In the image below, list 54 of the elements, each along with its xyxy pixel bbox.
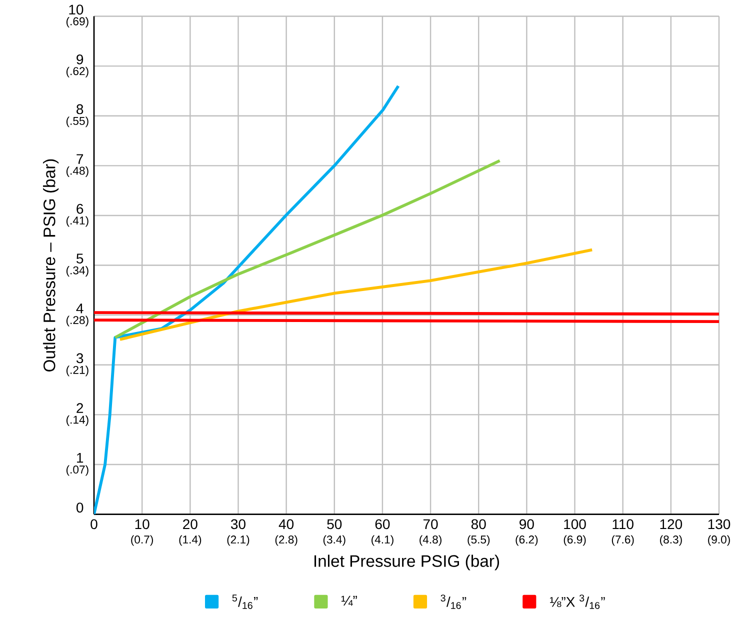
x2-tick-label: (8.3) <box>660 535 682 546</box>
x-tick-label: 130 <box>708 519 730 529</box>
y-axis-title: Outlet Pressure – PSIG (bar) <box>43 159 59 372</box>
x2-tick-label: (6.2) <box>516 535 538 546</box>
y2-tick-label: (.07) <box>66 465 88 476</box>
y-tick-label: 1 <box>77 452 84 462</box>
y2-tick-label: (.21) <box>66 365 88 376</box>
x-tick-label: 20 <box>183 519 198 529</box>
x-tick-label: 50 <box>327 519 342 529</box>
x2-tick-label: (2.1) <box>227 535 250 546</box>
x-tick-label: 0 <box>90 519 98 529</box>
y2-tick-label: (.62) <box>66 66 88 78</box>
x2-tick-label: (4.1) <box>372 535 394 546</box>
x-tick-label: 70 <box>423 519 438 529</box>
y-tick-label: 5 <box>76 254 84 264</box>
y-tick-label: 9 <box>76 54 84 64</box>
legend-label: ⅛”X $^{3}$/$_{16}$” <box>550 594 605 609</box>
x2-tick-label: (9.0) <box>708 535 730 546</box>
x2-tick-label: (2.8) <box>275 535 298 546</box>
x-tick-label: 100 <box>564 519 586 529</box>
y-tick-label: 6 <box>76 204 84 214</box>
x-tick-label: 110 <box>612 519 634 529</box>
legend-label: ¼” <box>341 596 357 606</box>
x2-tick-label: (0.7) <box>131 535 153 546</box>
legend-label: $^{5}$/$_{16}$” <box>232 594 258 609</box>
y2-tick-label: (.34) <box>66 266 88 276</box>
y-tick-label: 10 <box>69 4 84 14</box>
y2-tick-label: (.55) <box>66 116 88 128</box>
x2-tick-label: (6.9) <box>564 535 586 546</box>
y2-tick-label: (.41) <box>66 216 88 227</box>
x-tick-label: 80 <box>471 519 486 529</box>
x-tick-label: 120 <box>660 519 682 529</box>
x-tick-label: 60 <box>375 519 390 529</box>
y2-tick-label: (.28) <box>66 316 88 326</box>
x2-tick-label: (3.4) <box>323 535 346 546</box>
y2-tick-label: (.48) <box>66 166 88 177</box>
legend-label: $^{3}$/$_{16}$” <box>440 594 466 609</box>
y-tick-label: 4 <box>76 303 84 314</box>
y-tick-label: 0 <box>76 502 84 512</box>
x2-tick-label: (1.4) <box>179 535 202 546</box>
x2-tick-label: (5.5) <box>468 535 490 546</box>
x-tick-label: 10 <box>135 519 150 529</box>
x-axis-title: Inlet Pressure PSIG (bar) <box>314 554 499 570</box>
y-tick-label: 2 <box>76 403 84 413</box>
x2-tick-label: (4.8) <box>420 535 442 546</box>
x-tick-label: 30 <box>230 519 246 529</box>
y-tick-label: 8 <box>76 104 84 114</box>
y2-tick-label: (.69) <box>66 16 88 28</box>
y-tick-label: 7 <box>76 154 84 164</box>
y2-tick-label: (.14) <box>66 415 88 426</box>
y-tick-label: 3 <box>76 353 84 364</box>
x-tick-label: 90 <box>520 519 534 529</box>
x2-tick-label: (7.6) <box>612 535 634 546</box>
x-tick-label: 40 <box>278 519 294 529</box>
